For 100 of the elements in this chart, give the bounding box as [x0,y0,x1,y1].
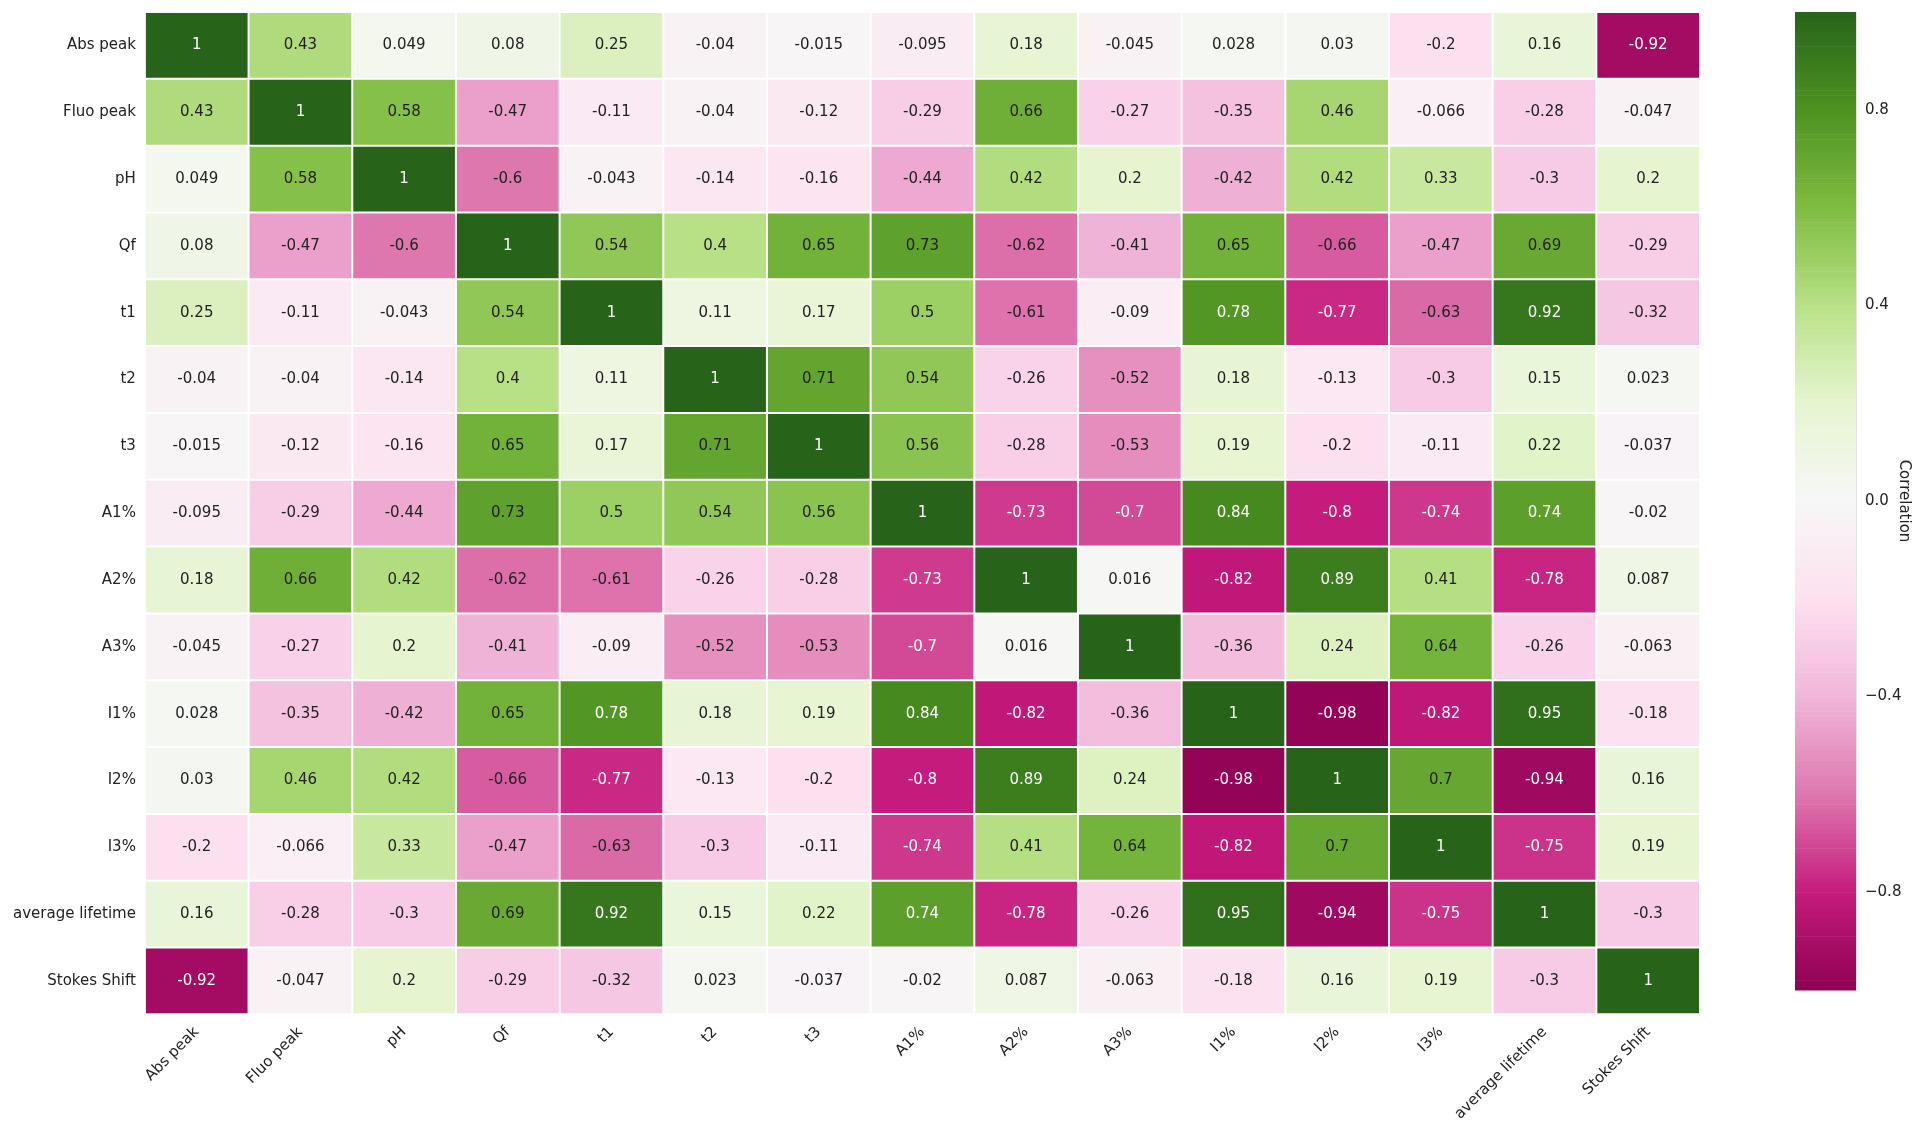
data-label: -0.26 [1006,369,1046,388]
data-label: -0.16 [799,168,839,187]
data-label: 0.16 [1527,35,1562,54]
data-label: 1 [814,436,824,455]
y-tick-label: Abs peak [66,35,137,54]
data-label: -0.16 [384,436,424,455]
data-label: -0.36 [1110,703,1150,722]
data-label: -0.095 [898,35,947,54]
data-label: 0.5 [910,302,935,321]
data-label: -0.066 [276,837,325,856]
data-label: -0.27 [281,636,320,655]
data-label: -0.2 [804,770,834,789]
data-label: -0.41 [488,636,528,655]
data-label: 0.73 [491,503,525,522]
data-label: 0.89 [1320,569,1354,588]
data-label: -0.8 [1322,503,1352,522]
data-label: -0.47 [488,837,528,856]
data-label: 0.2 [1636,168,1661,187]
data-label: -0.3 [700,837,730,856]
data-label: -0.53 [799,636,839,655]
data-label: 0.18 [1216,369,1251,388]
data-label: -0.82 [1214,837,1253,856]
data-label: -0.66 [488,770,528,789]
data-label: -0.61 [592,569,631,588]
data-label: -0.14 [384,369,424,388]
data-label: -0.047 [1623,102,1673,121]
data-label: 0.84 [905,703,940,722]
data-label: 1 [710,369,720,388]
data-label: -0.52 [695,636,735,655]
data-label: 0.016 [1004,636,1048,655]
data-label: -0.04 [281,369,320,388]
x-tick-label: Qf [488,1022,514,1048]
data-label: 0.95 [1216,904,1251,923]
data-label: -0.2 [182,837,212,856]
data-label: 0.69 [491,904,525,923]
data-label: 1 [1436,837,1446,856]
data-label: 0.4 [495,369,520,388]
data-label: -0.04 [177,369,217,388]
color-bar-title: Correlation [1896,459,1915,543]
data-label: -0.77 [592,770,631,789]
data-label: -0.09 [592,636,631,655]
data-label: -0.47 [488,102,528,121]
y-tick-label: t2 [120,369,136,388]
data-label: -0.015 [172,436,221,455]
y-tick-label: t3 [120,436,136,455]
data-label: -0.44 [903,168,942,187]
data-label: -0.47 [1421,235,1461,254]
data-label: 0.5 [599,503,624,522]
x-tick-label: t2 [697,1022,721,1047]
data-label: -0.2 [1426,35,1456,54]
data-label: 0.016 [1108,569,1152,588]
data-label: 1 [1539,904,1550,923]
data-label: 0.19 [802,703,836,722]
data-label: -0.13 [695,770,735,789]
y-tick-label: A2% [101,569,136,588]
data-label: -0.11 [592,102,631,121]
data-label: 0.19 [1216,436,1251,455]
data-label: 0.16 [1631,770,1665,789]
data-label: 0.19 [1424,970,1458,989]
data-label: 0.42 [1320,168,1354,187]
data-label: -0.2 [1322,436,1352,455]
data-label: 0.4 [703,235,728,254]
data-label: 0.46 [1320,102,1354,121]
data-label: -0.015 [794,35,843,54]
data-label: 0.15 [698,904,732,923]
data-label: 1 [1228,703,1239,722]
data-label: 1 [399,168,409,187]
data-label: 0.54 [905,369,940,388]
data-label: -0.63 [1421,302,1461,321]
data-label: 0.54 [594,235,629,254]
data-label: -0.28 [281,904,320,923]
data-label: 0.15 [1527,369,1562,388]
data-label: -0.02 [903,970,942,989]
y-tick-label: Fluo peak [63,102,137,121]
data-label: -0.11 [799,837,839,856]
data-label: -0.29 [1628,235,1668,254]
data-label: -0.066 [1416,102,1465,121]
data-label: -0.12 [281,436,320,455]
data-label: 0.65 [491,436,525,455]
data-label: -0.26 [1110,904,1150,923]
data-label: 0.42 [387,770,421,789]
data-label: 0.25 [180,302,214,321]
data-label: 0.54 [698,503,732,522]
data-label: 0.58 [387,102,421,121]
y-tick-label: A3% [101,636,136,655]
data-label: 1 [606,302,617,321]
data-label: -0.063 [1105,970,1154,989]
data-label: 1 [917,503,928,522]
data-label: -0.18 [1214,970,1253,989]
color-bar-label: 0.4 [1865,295,1889,314]
y-tick-label: A1% [101,503,136,522]
data-label: 0.56 [905,436,940,455]
data-label: -0.32 [1628,302,1668,321]
data-label: -0.7 [907,636,938,655]
data-label: -0.75 [1525,837,1564,856]
color-bar-label: −0.4 [1865,686,1902,705]
data-label: 0.95 [1527,703,1562,722]
data-label: 0.7 [1428,770,1453,789]
data-label: -0.04 [695,35,735,54]
data-label: -0.13 [1317,369,1357,388]
